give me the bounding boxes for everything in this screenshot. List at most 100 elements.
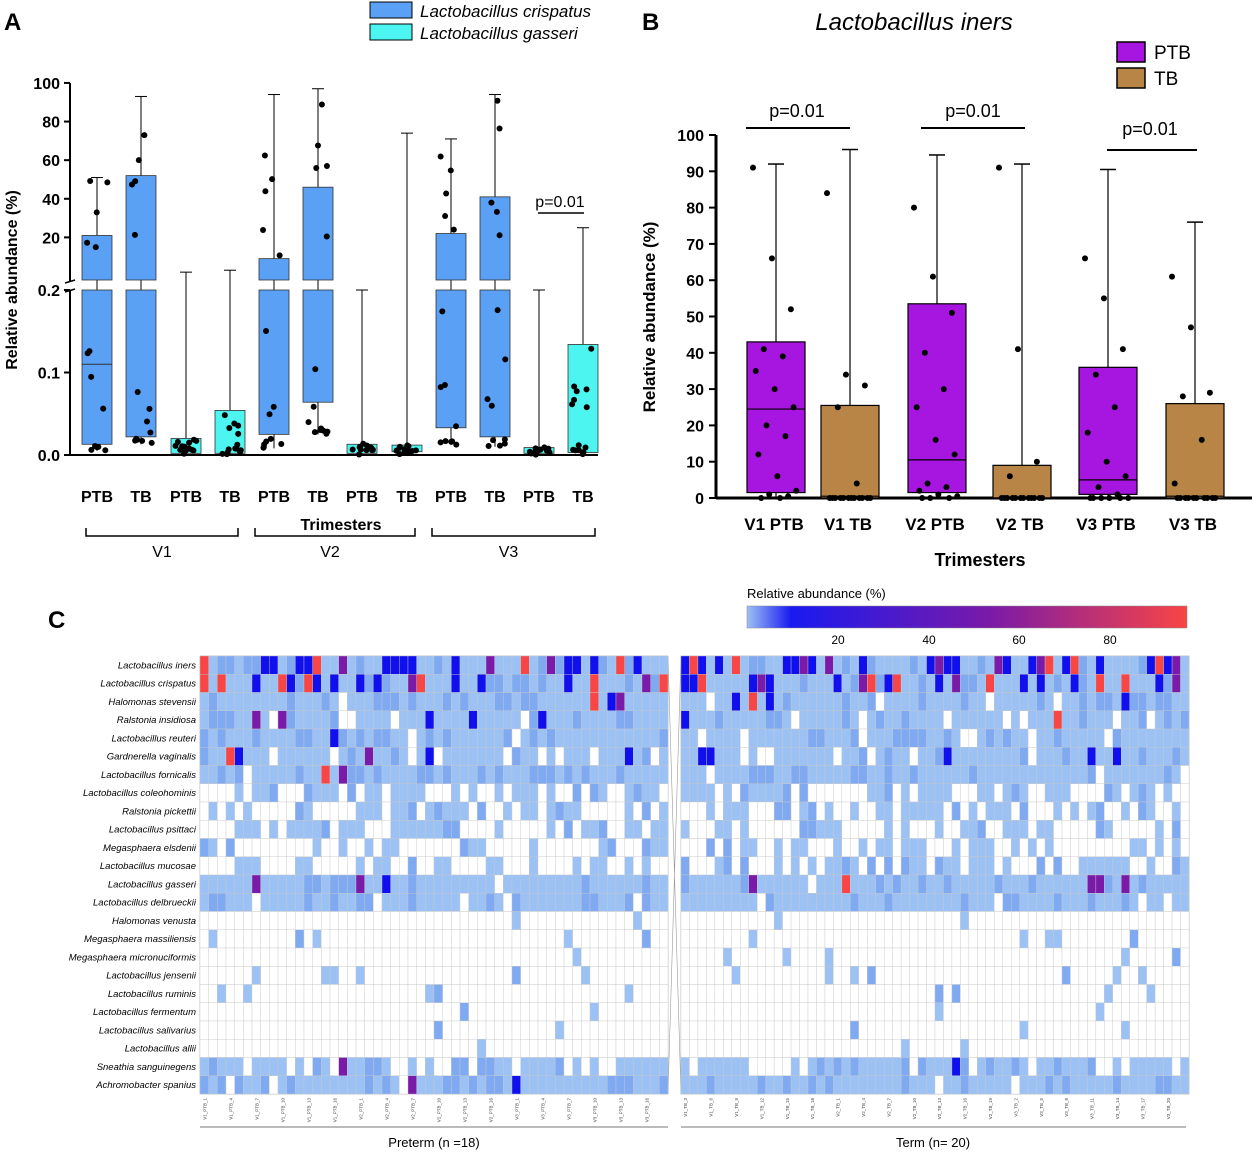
- c-cell: [926, 1020, 936, 1040]
- c-cell: [251, 947, 261, 967]
- c-cell: [985, 674, 995, 693]
- c-cell: [1095, 838, 1105, 857]
- c-cell: [451, 801, 461, 821]
- c-cell: [977, 874, 986, 894]
- a-point: [447, 167, 454, 174]
- c-cell: [740, 911, 749, 930]
- c-cell: [425, 728, 435, 748]
- c-cell: [1095, 966, 1105, 985]
- a-point: [311, 429, 318, 436]
- c-cell: [1146, 692, 1156, 711]
- c-cell: [748, 838, 758, 857]
- c-cell: [1019, 966, 1029, 985]
- c-cell: [765, 728, 775, 748]
- c-cell: [1171, 856, 1181, 876]
- c-cell: [260, 1075, 270, 1095]
- c-cell: [295, 1057, 305, 1076]
- c-cell: [217, 692, 227, 711]
- b-point: [853, 480, 860, 487]
- c-cell: [773, 1039, 783, 1058]
- c-cell: [841, 747, 851, 766]
- c-cell: [1129, 801, 1139, 821]
- c-cell: [659, 674, 669, 693]
- c-cell: [706, 674, 716, 693]
- c-cell: [199, 1057, 209, 1076]
- c-cell: [624, 838, 634, 857]
- c-cell: [951, 911, 961, 930]
- c-cell: [875, 838, 885, 857]
- c-cell: [312, 893, 322, 912]
- c-cell: [312, 1039, 322, 1058]
- c-column-label: V3_TB_2: [1013, 1098, 1018, 1117]
- c-cell: [529, 692, 539, 711]
- c-cell: [867, 984, 876, 1003]
- c-cell: [884, 911, 893, 930]
- c-cell: [782, 947, 792, 967]
- c-cell: [416, 1002, 426, 1022]
- c-cell: [1121, 1002, 1130, 1022]
- c-cell: [199, 692, 209, 711]
- c-cell: [425, 929, 435, 949]
- c-cell: [399, 856, 409, 876]
- c-cell: [295, 801, 305, 821]
- c-cell: [917, 655, 927, 675]
- a-x-tick-label: PTB: [523, 489, 555, 506]
- c-cell: [1002, 1057, 1012, 1076]
- c-cell: [260, 1020, 270, 1040]
- c-cell: [807, 984, 817, 1003]
- c-row-label: Sneathia sanguinegens: [97, 1062, 197, 1073]
- c-cell: [251, 838, 261, 857]
- c-cell: [347, 966, 357, 985]
- c-cell: [706, 692, 716, 711]
- c-cell: [1087, 692, 1097, 711]
- c-cell: [407, 747, 417, 766]
- c-cell: [807, 966, 817, 985]
- c-cell: [485, 1020, 495, 1040]
- c-cell: [381, 838, 391, 857]
- c-cell: [321, 783, 331, 803]
- c-cell: [425, 783, 435, 803]
- c-cell: [824, 1002, 834, 1022]
- c-cell: [572, 856, 582, 876]
- c-cell: [390, 966, 400, 985]
- c-cell: [234, 820, 244, 839]
- c-cell: [373, 747, 383, 766]
- c-cell: [1129, 966, 1139, 985]
- c-cell: [364, 747, 374, 766]
- c-cell: [731, 1002, 741, 1022]
- c-cell: [425, 674, 435, 693]
- c-cell: [951, 856, 961, 876]
- c-cell: [546, 893, 556, 912]
- c-cell: [563, 783, 573, 803]
- c-cell: [1002, 966, 1012, 985]
- c-cell: [1027, 966, 1037, 985]
- c-cell: [867, 765, 876, 784]
- c-cell: [968, 1057, 978, 1076]
- c-cell: [1036, 747, 1046, 766]
- c-cell: [425, 1020, 435, 1040]
- c-cell: [1053, 1057, 1063, 1076]
- c-cell: [1070, 911, 1080, 930]
- c-cell: [399, 765, 409, 784]
- c-cell: [926, 984, 936, 1003]
- c-colorbar-label: Relative abundance (%): [747, 586, 886, 601]
- c-cell: [537, 838, 547, 857]
- c-cell: [1171, 929, 1181, 949]
- c-cell: [875, 856, 885, 876]
- c-cell: [1036, 692, 1046, 711]
- c-cell: [1053, 911, 1063, 930]
- c-cell: [459, 947, 469, 967]
- c-cell: [1180, 856, 1190, 876]
- c-cell: [706, 893, 716, 912]
- c-cell: [926, 1075, 936, 1095]
- c-cell: [748, 1057, 758, 1076]
- c-cell: [985, 801, 995, 821]
- c-cell: [243, 747, 253, 766]
- c-cell: [765, 1039, 775, 1058]
- c-cell: [748, 1020, 758, 1040]
- c-cell: [1154, 911, 1164, 930]
- c-cell: [875, 893, 885, 912]
- c-cell: [199, 929, 209, 949]
- c-cell: [1011, 710, 1020, 730]
- c-cell: [1137, 874, 1147, 894]
